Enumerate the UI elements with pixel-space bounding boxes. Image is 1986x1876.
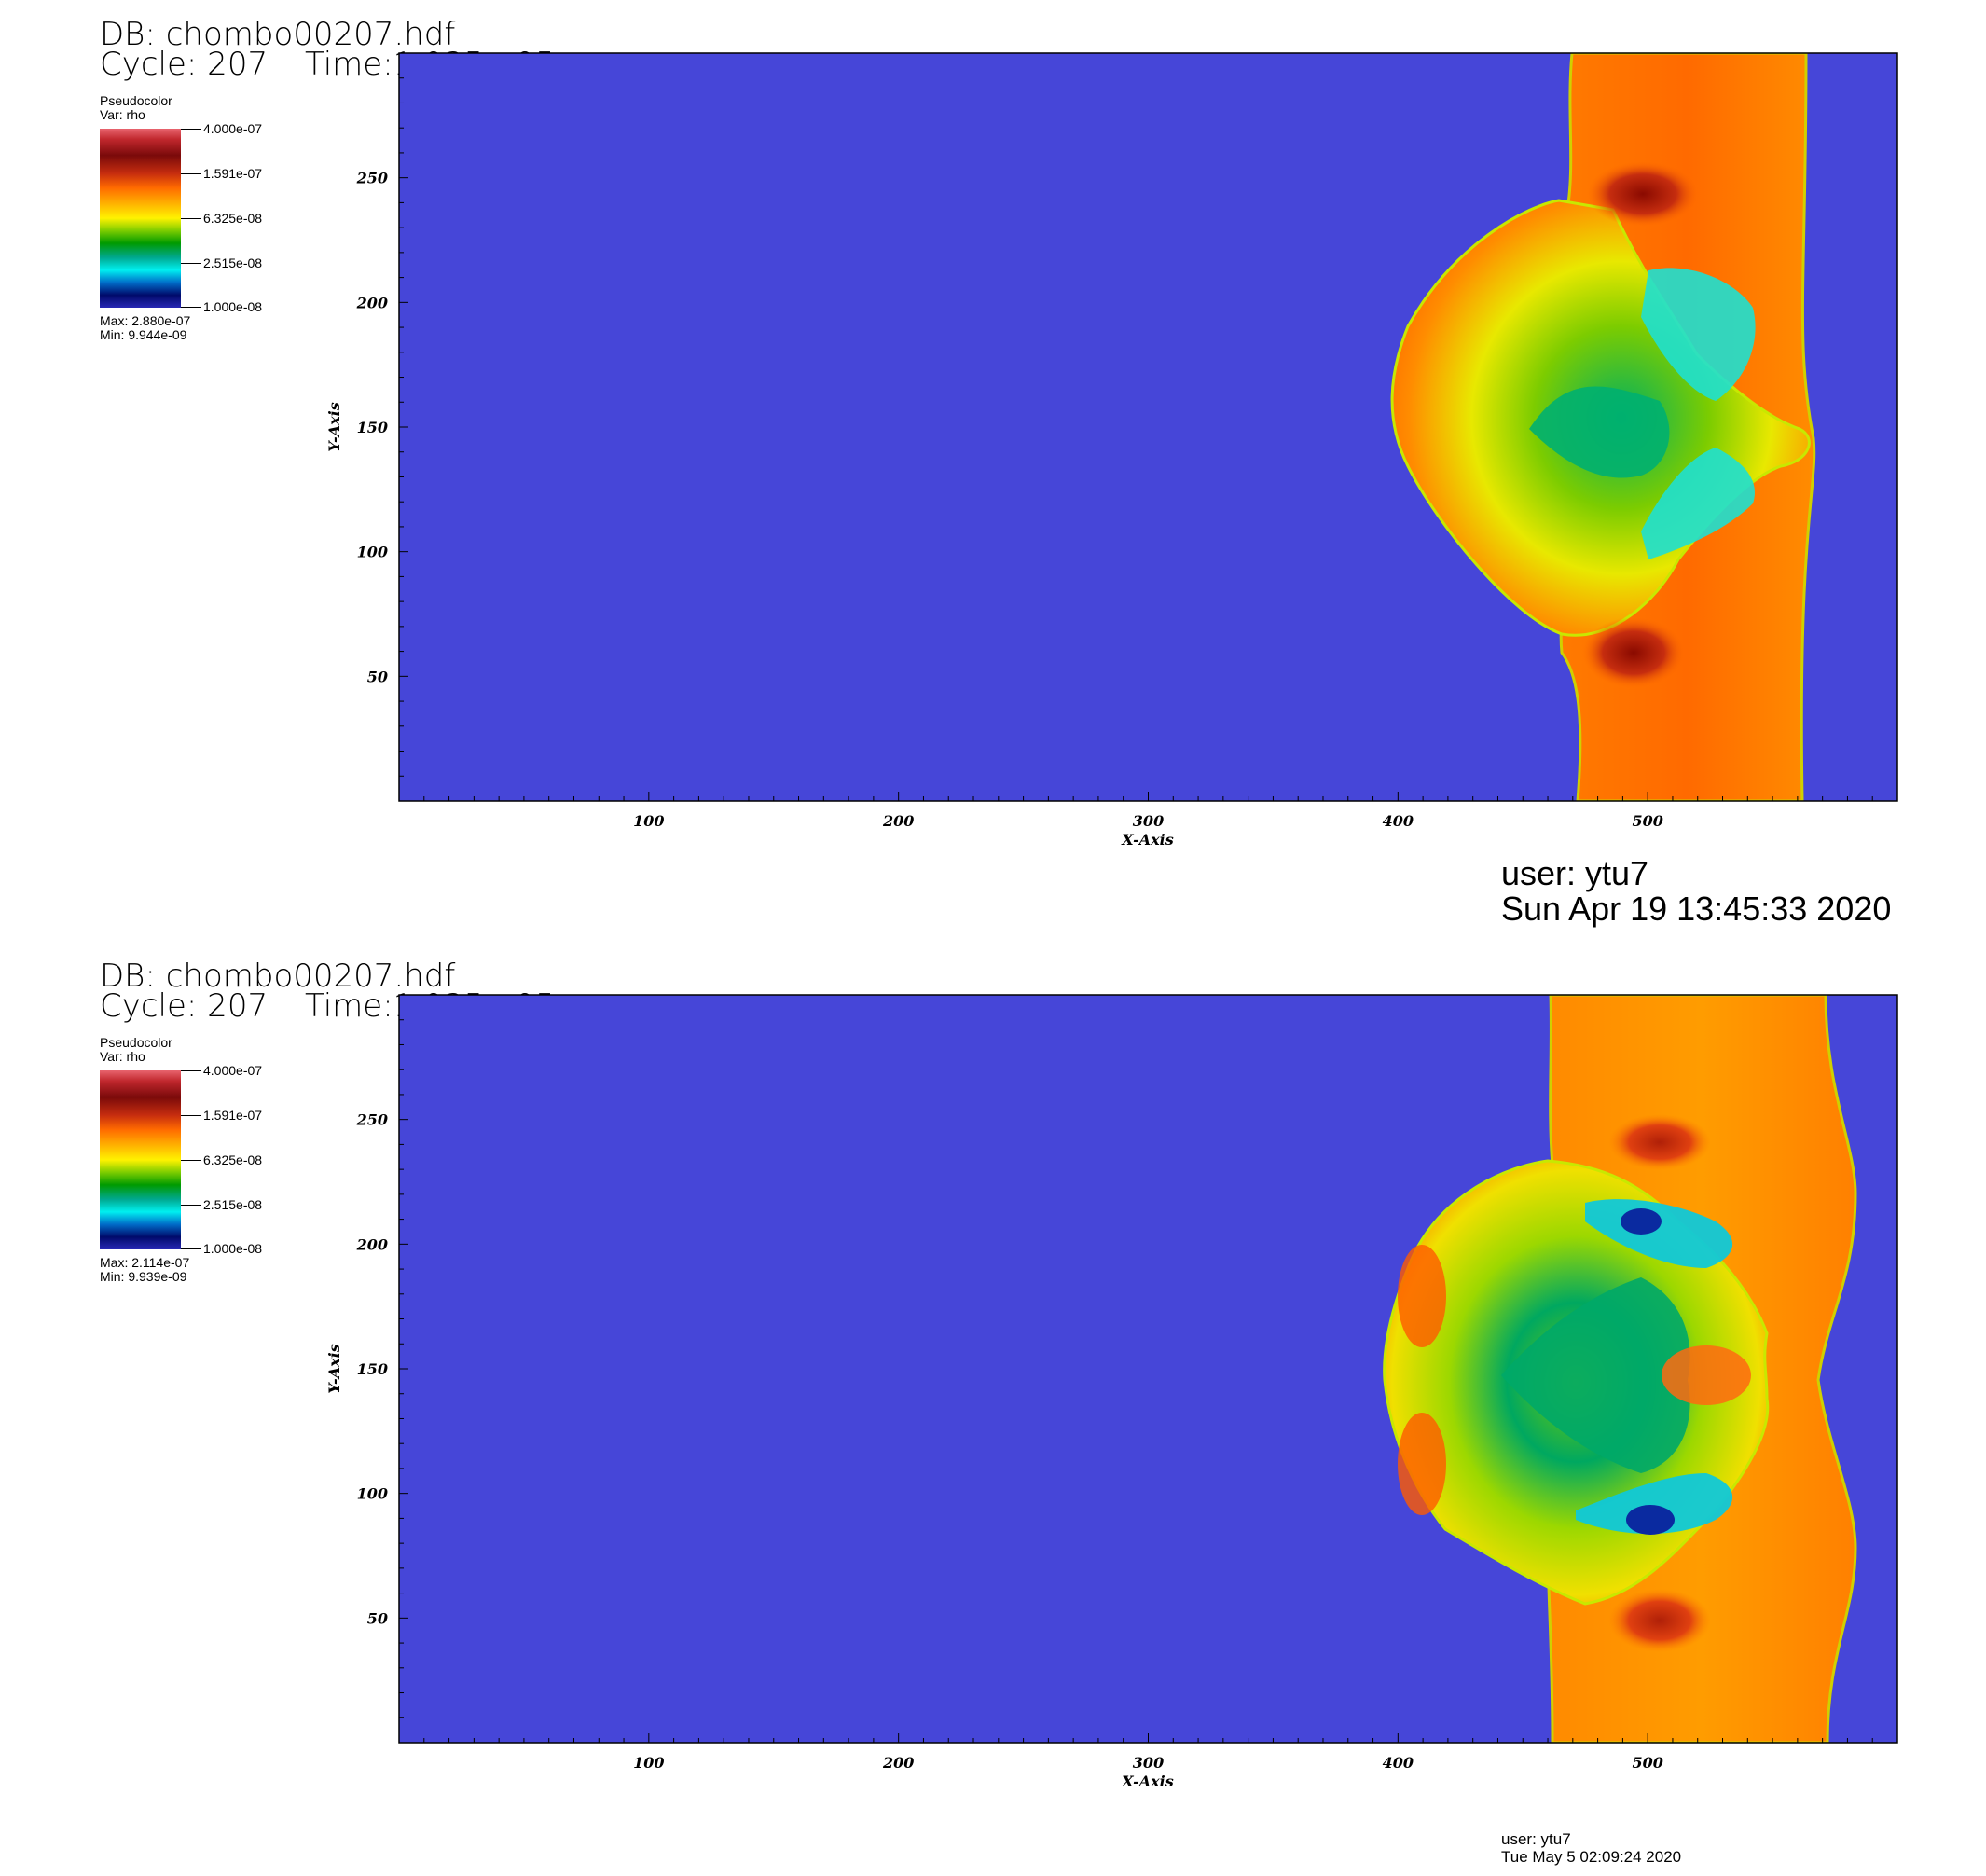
colorbar-tick [181,218,201,219]
user-label: user: ytu7 [1501,1830,1571,1848]
y-tick-label: 150 [357,419,388,436]
colorbar-label: 2.515e-08 [203,1197,263,1212]
colorbar-tick [181,307,201,308]
left-rim-orange-upper [1398,1245,1446,1347]
y-axis-label: Y-Axis [325,1344,343,1394]
colorbar-tick [181,173,201,174]
colorbar-tick [181,1115,201,1116]
y-tick-label: 200 [356,294,388,311]
x-tick-label: 400 [1383,1754,1414,1772]
y-tick-label: 250 [356,170,388,187]
central-green-region [1529,386,1670,478]
plot-axes: 100 200 300 400 500 50 100 150 200 250 X-Axis Y-… [325,994,1898,1790]
y-tick-label: 250 [356,1111,388,1129]
colorbar-label: 1.591e-07 [203,1108,263,1123]
colorbar-label: 1.591e-07 [203,166,263,181]
colorbar-label: 2.515e-08 [203,255,263,270]
y-tick-label: 50 [367,668,388,685]
database-title: DB: chombo00207.hdf [100,958,456,995]
upper-cyan-region [1641,268,1756,401]
density-field [1383,995,1857,1743]
y-tick-label: 150 [357,1360,388,1378]
colorbar-label: 6.325e-08 [203,1152,263,1167]
colorbar-label: 1.000e-08 [203,299,263,314]
colorbar-tick [181,1205,201,1206]
y-tick-label: 100 [357,1485,388,1503]
min-value: Min: 9.939e-09 [100,1269,187,1284]
lower-blue-region [1576,1473,1733,1534]
colorbar-tick [181,1248,201,1249]
colorbar [100,129,181,308]
colorbar-tick [181,1070,201,1071]
upper-dark-region [1587,161,1699,227]
plot-2: DB: chombo00207.hdf Cycle: 207 Time:1.03… [0,942,1986,1874]
x-axis-label: X-Axis [1121,831,1174,848]
x-tick-label: 200 [882,812,914,830]
x-ticks: 100 200 300 400 500 [423,792,1873,830]
max-value: Max: 2.880e-07 [100,313,191,328]
lower-dark-region [1608,1589,1711,1652]
lower-cyan-region [1641,448,1755,559]
legend-plot-type: Pseudocolor [100,1035,172,1050]
date-label: Tue May 5 02:09:24 2020 [1501,1848,1682,1866]
y-ticks: 50 100 150 200 250 [356,1019,408,1718]
database-title: DB: chombo00207.hdf [100,16,456,53]
cycle-label: Cycle: 207 [100,46,269,83]
x-tick-label: 100 [633,1754,664,1772]
x-tick-label: 300 [1133,812,1164,830]
lower-dark-region [1582,617,1685,688]
upper-deep-blue-spot [1621,1208,1662,1235]
colorbar-tick [181,1160,201,1161]
legend-variable: Var: rho [100,1049,145,1064]
colorbar-label: 4.000e-07 [203,1063,263,1078]
colorbar-tick [181,129,201,130]
upper-blue-region [1585,1199,1733,1268]
x-tick-label: 100 [633,812,664,830]
plot-axes: 100 200 300 400 500 50 100 150 200 250 X-Axis Y-… [325,52,1898,848]
cycle-label: Cycle: 207 [100,987,269,1025]
x-tick-label: 400 [1383,812,1414,830]
colorbar-label: 6.325e-08 [203,211,263,226]
date-label: Sun Apr 19 13:45:33 2020 [1501,890,1892,928]
colorbar-label: 4.000e-07 [203,121,263,136]
y-tick-label: 50 [367,1609,388,1627]
upper-dark-region [1608,1114,1711,1170]
plot-1: DB: chombo00207.hdf Cycle: 207 Time:1.03… [0,0,1986,932]
x-tick-label: 300 [1133,1754,1164,1772]
colorbar-label: 1.000e-08 [203,1241,263,1256]
colorbar [100,1070,181,1249]
legend-plot-type: Pseudocolor [100,93,172,108]
x-tick-label: 200 [882,1754,914,1772]
left-rim-orange-lower [1398,1413,1446,1515]
colorbar-tick [181,263,201,264]
x-tick-label: 500 [1632,1754,1662,1772]
lower-deep-blue-spot [1626,1505,1675,1535]
min-value: Min: 9.944e-09 [100,327,187,342]
max-value: Max: 2.114e-07 [100,1255,190,1270]
y-tick-label: 100 [357,544,388,561]
x-axis-label: X-Axis [1121,1773,1174,1790]
y-ticks: 50 100 150 200 250 [356,77,408,777]
x-ticks: 100 200 300 400 500 [423,1733,1873,1772]
x-tick-label: 500 [1632,812,1662,830]
center-orange-region [1662,1345,1751,1405]
y-tick-label: 200 [356,1235,388,1253]
user-label: user: ytu7 [1501,854,1649,892]
density-field [1390,53,1816,801]
y-axis-label: Y-Axis [325,402,343,452]
legend-variable: Var: rho [100,107,145,122]
central-green-region [1501,1277,1690,1473]
